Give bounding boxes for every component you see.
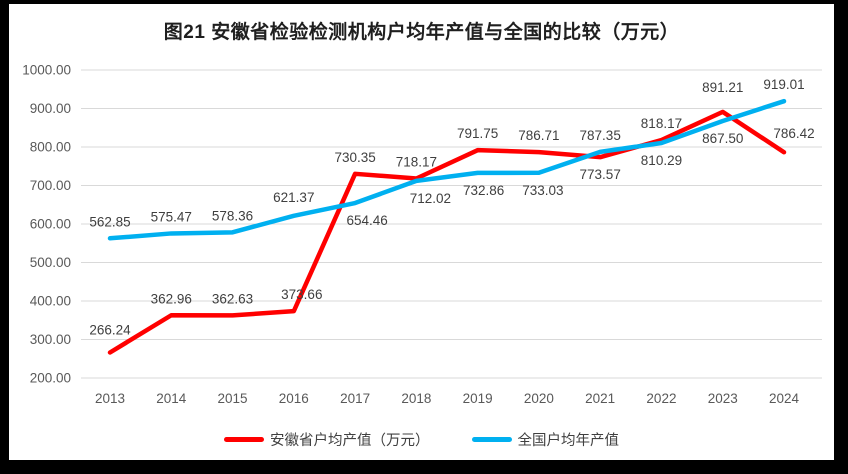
series-national-line	[107, 98, 787, 241]
svg-text:2013: 2013	[95, 391, 125, 406]
data-label: 730.35	[334, 150, 375, 165]
data-label: 654.46	[346, 213, 387, 228]
svg-text:2019: 2019	[463, 391, 493, 406]
data-label: 562.85	[89, 214, 130, 229]
svg-text:700.00: 700.00	[30, 178, 71, 193]
data-label: 575.47	[151, 209, 192, 224]
data-label: 712.02	[410, 191, 451, 206]
svg-text:500.00: 500.00	[30, 255, 71, 270]
svg-text:2022: 2022	[646, 391, 676, 406]
gridlines	[81, 69, 822, 379]
chart-legend: 安徽省户均产值（万元） 全国户均年产值	[9, 429, 834, 450]
legend-label-national: 全国户均年产值	[517, 433, 620, 449]
legend-item-national: 全国户均年产值	[471, 429, 620, 450]
data-label: 362.96	[151, 291, 192, 306]
svg-text:2016: 2016	[279, 391, 309, 406]
legend-label-anhui: 安徽省户均产值（万元）	[270, 433, 430, 449]
anhui-data-labels: 266.24 362.96 362.63 373.66 730.35 718.17 791.…	[89, 80, 814, 338]
svg-text:2020: 2020	[524, 391, 554, 406]
data-label: 266.24	[89, 322, 131, 337]
svg-text:2024: 2024	[769, 391, 800, 406]
data-label: 578.36	[212, 208, 253, 223]
svg-text:1000.00: 1000.00	[22, 63, 71, 78]
national-series-swatch-icon	[471, 437, 512, 442]
data-label: 732.86	[463, 183, 504, 198]
data-label: 919.01	[763, 77, 804, 92]
data-label: 718.17	[396, 155, 437, 170]
x-axis-tick-labels: 2013 2014 2015 2016 2017 2018 2019 2020 2021 2022…	[95, 391, 800, 406]
data-label: 621.37	[273, 190, 314, 205]
svg-text:600.00: 600.00	[30, 217, 71, 232]
series-anhui-line	[107, 109, 787, 355]
svg-text:2021: 2021	[585, 391, 615, 406]
svg-text:400.00: 400.00	[30, 294, 71, 309]
svg-text:800.00: 800.00	[30, 140, 71, 155]
data-label: 810.29	[641, 153, 682, 168]
anhui-series-swatch-icon	[224, 437, 264, 442]
data-label: 867.50	[702, 131, 743, 146]
svg-text:200.00: 200.00	[30, 371, 71, 386]
national-data-labels: 562.85 575.47 578.36 621.37 654.46 712.02 732.…	[89, 77, 804, 229]
y-axis-tick-labels: 200.00 300.00 400.00 500.00 600.00 700.00 800.…	[22, 63, 71, 386]
data-label: 362.63	[212, 291, 253, 306]
data-label: 733.03	[522, 183, 563, 198]
svg-text:2018: 2018	[401, 391, 431, 406]
line-chart-plot: 200.00 300.00 400.00 500.00 600.00 700.00 800.…	[22, 63, 822, 406]
chart-title: 图21 安徽省检验检测机构户均年产值与全国的比较（万元）	[163, 22, 680, 43]
data-label: 787.35	[580, 128, 621, 143]
svg-text:2023: 2023	[708, 391, 738, 406]
chart-canvas: 图21 安徽省检验检测机构户均年产值与全国的比较（万元） 200.00 300.0…	[9, 4, 834, 460]
data-label: 786.42	[773, 126, 814, 141]
svg-text:300.00: 300.00	[30, 332, 71, 347]
data-label: 773.57	[580, 167, 621, 182]
svg-text:2015: 2015	[218, 391, 248, 406]
svg-text:2017: 2017	[340, 391, 370, 406]
legend-item-anhui: 安徽省户均产值（万元）	[224, 429, 430, 450]
data-label: 791.75	[457, 126, 498, 141]
data-label: 786.71	[518, 128, 559, 143]
data-label: 891.21	[702, 80, 743, 95]
data-label: 818.17	[641, 116, 682, 131]
data-label: 373.66	[281, 287, 322, 302]
svg-text:900.00: 900.00	[30, 101, 71, 116]
svg-text:2014: 2014	[156, 391, 187, 406]
